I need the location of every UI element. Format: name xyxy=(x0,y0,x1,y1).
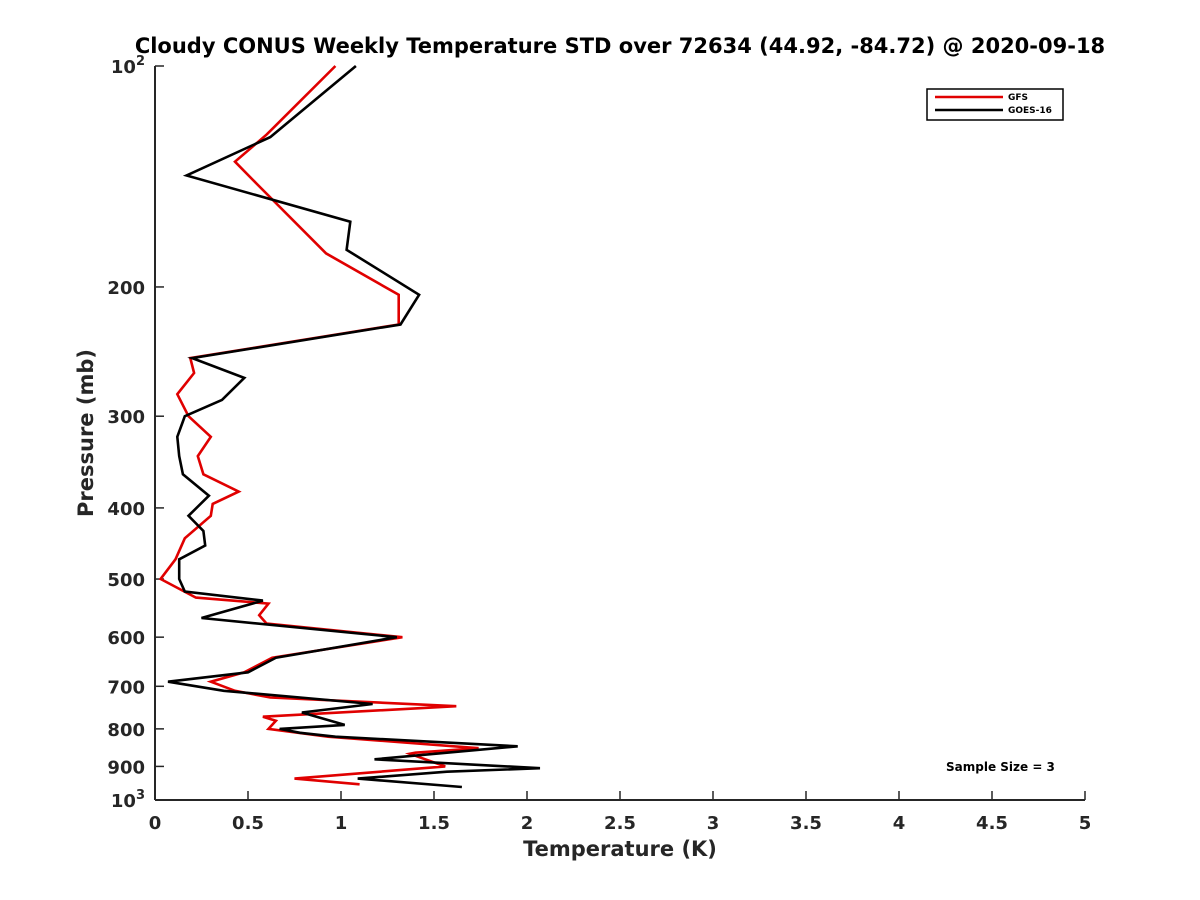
y-tick-label: 500 xyxy=(107,570,145,591)
legend-label-gfs: GFS xyxy=(1008,93,1028,103)
x-tick-label: 4 xyxy=(893,813,906,834)
series-line-goes16 xyxy=(167,64,541,789)
y-tick-label: 200 xyxy=(107,278,145,299)
y-tick-label: 900 xyxy=(107,757,145,778)
legend: GFS GOES-16 xyxy=(926,88,1064,121)
x-tick-label: 4.5 xyxy=(976,813,1008,834)
y-tick-label: 103 xyxy=(111,788,145,812)
x-ticks: 0 0.5 1 1.5 2 2.5 3 3.5 4 4.5 5 xyxy=(149,791,1092,834)
chart-title: Cloudy CONUS Weekly Temperature STD over… xyxy=(135,34,1105,58)
y-axis-label: Pressure (mb) xyxy=(74,349,98,517)
x-tick-label: 2 xyxy=(521,813,534,834)
y-tick-label: 400 xyxy=(107,499,145,520)
y-tick-label: 102 xyxy=(111,54,145,78)
x-tick-label: 1.5 xyxy=(418,813,450,834)
y-ticks: 102 200 300 400 500 600 700 800 900 103 xyxy=(107,54,164,812)
x-tick-label: 1 xyxy=(335,813,348,834)
legend-label-goes16: GOES-16 xyxy=(1008,106,1052,116)
y-tick-label: 600 xyxy=(107,628,145,649)
y-tick-label: 300 xyxy=(107,407,145,428)
x-tick-label: 0 xyxy=(149,813,162,834)
series-layer xyxy=(158,64,541,789)
y-tick-label: 800 xyxy=(107,720,145,741)
x-tick-label: 3 xyxy=(707,813,720,834)
sample-size-annotation: Sample Size = 3 xyxy=(946,760,1055,774)
x-tick-label: 0.5 xyxy=(232,813,264,834)
y-tick-label: 700 xyxy=(107,677,145,698)
legend-box xyxy=(926,88,1064,121)
x-tick-label: 2.5 xyxy=(604,813,636,834)
x-tick-label: 3.5 xyxy=(790,813,822,834)
x-tick-label: 5 xyxy=(1079,813,1092,834)
x-axis-label: Temperature (K) xyxy=(523,837,717,861)
